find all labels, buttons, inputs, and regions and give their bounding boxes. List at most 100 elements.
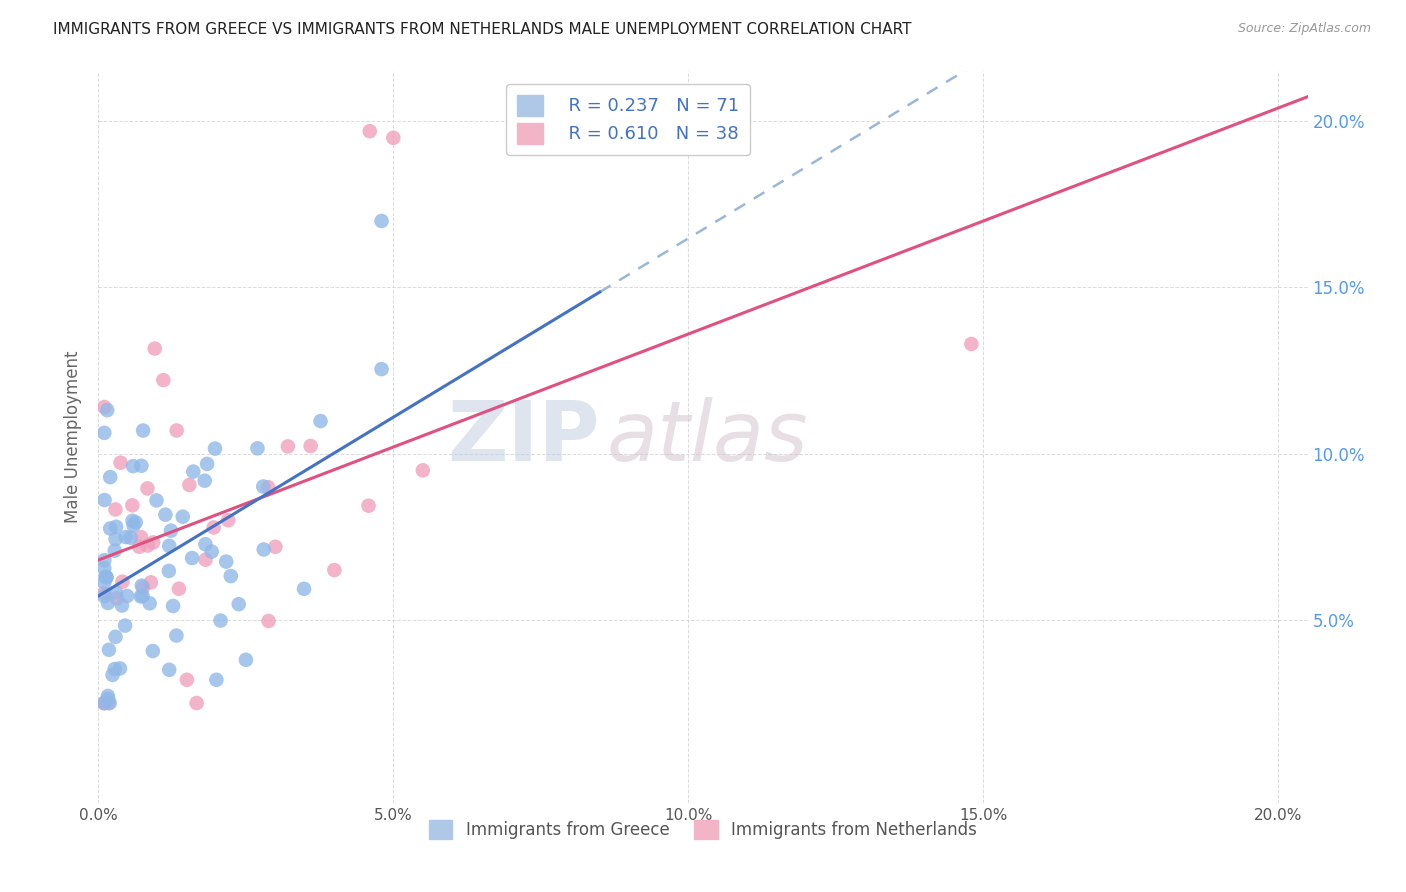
Point: [131, 458, 153, 473]
Point: [253, 542, 276, 557]
Legend: Immigrants from Greece, Immigrants from Netherlands: Immigrants from Greece, Immigrants from …: [422, 814, 984, 846]
Point: [96, 570, 118, 584]
Point: [93, 400, 115, 414]
Point: [93, 589, 115, 603]
Point: [412, 463, 434, 477]
Point: [172, 509, 194, 524]
Point: [96, 403, 118, 417]
Point: [160, 524, 183, 538]
Point: [93, 696, 115, 710]
Point: [252, 479, 274, 493]
Point: [97, 692, 120, 706]
Point: [122, 459, 145, 474]
Point: [166, 424, 188, 438]
Point: [152, 373, 174, 387]
Point: [277, 439, 299, 453]
Point: [93, 575, 115, 590]
Y-axis label: Male Unemployment: Male Unemployment: [65, 351, 83, 524]
Point: [143, 342, 166, 356]
Point: [93, 493, 115, 508]
Point: [323, 563, 346, 577]
Text: ZIP: ZIP: [447, 397, 600, 477]
Point: [114, 618, 136, 632]
Point: [142, 644, 165, 658]
Point: [136, 539, 159, 553]
Point: [201, 544, 224, 558]
Point: [179, 478, 201, 492]
Point: [194, 537, 217, 551]
Point: [129, 530, 152, 544]
Point: [264, 540, 287, 554]
Point: [104, 532, 127, 546]
Point: [104, 502, 127, 516]
Point: [120, 531, 142, 545]
Point: [108, 661, 131, 675]
Point: [204, 442, 226, 456]
Point: [110, 456, 132, 470]
Point: [132, 581, 155, 595]
Point: [157, 539, 180, 553]
Point: [101, 668, 124, 682]
Point: [194, 552, 217, 566]
Point: [131, 579, 153, 593]
Point: [142, 535, 165, 549]
Point: [157, 663, 180, 677]
Point: [98, 470, 121, 484]
Point: [215, 555, 238, 569]
Point: [94, 570, 117, 584]
Point: [105, 591, 128, 606]
Point: [111, 599, 134, 613]
Point: [205, 673, 228, 687]
Point: [93, 553, 115, 567]
Point: [209, 614, 232, 628]
Point: [98, 696, 121, 710]
Point: [167, 582, 190, 596]
Point: [93, 696, 115, 710]
Point: [235, 653, 257, 667]
Point: [186, 696, 208, 710]
Point: [121, 498, 143, 512]
Point: [136, 482, 159, 496]
Point: [122, 518, 145, 533]
Point: [104, 630, 127, 644]
Point: [114, 530, 136, 544]
Point: [93, 586, 115, 600]
Point: [181, 465, 204, 479]
Point: [97, 696, 120, 710]
Point: [104, 543, 127, 558]
Point: [370, 362, 392, 376]
Text: IMMIGRANTS FROM GREECE VS IMMIGRANTS FROM NETHERLANDS MALE UNEMPLOYMENT CORRELAT: IMMIGRANTS FROM GREECE VS IMMIGRANTS FRO…: [53, 22, 912, 37]
Point: [162, 599, 184, 613]
Point: [960, 337, 983, 351]
Point: [292, 582, 315, 596]
Point: [359, 124, 381, 138]
Point: [194, 474, 217, 488]
Point: [93, 561, 115, 575]
Point: [139, 575, 162, 590]
Point: [370, 214, 392, 228]
Point: [257, 614, 280, 628]
Point: [111, 574, 134, 589]
Text: Source: ZipAtlas.com: Source: ZipAtlas.com: [1237, 22, 1371, 36]
Point: [217, 513, 239, 527]
Point: [93, 696, 115, 710]
Point: [176, 673, 198, 687]
Point: [138, 596, 160, 610]
Point: [155, 508, 177, 522]
Point: [125, 516, 148, 530]
Point: [309, 414, 332, 428]
Point: [181, 551, 204, 566]
Point: [121, 514, 143, 528]
Point: [97, 642, 120, 657]
Point: [105, 520, 128, 534]
Point: [195, 457, 218, 471]
Point: [257, 480, 280, 494]
Point: [132, 424, 155, 438]
Point: [97, 596, 120, 610]
Point: [93, 425, 115, 440]
Point: [131, 589, 153, 603]
Point: [357, 499, 380, 513]
Point: [128, 540, 150, 554]
Point: [105, 585, 128, 599]
Point: [104, 662, 127, 676]
